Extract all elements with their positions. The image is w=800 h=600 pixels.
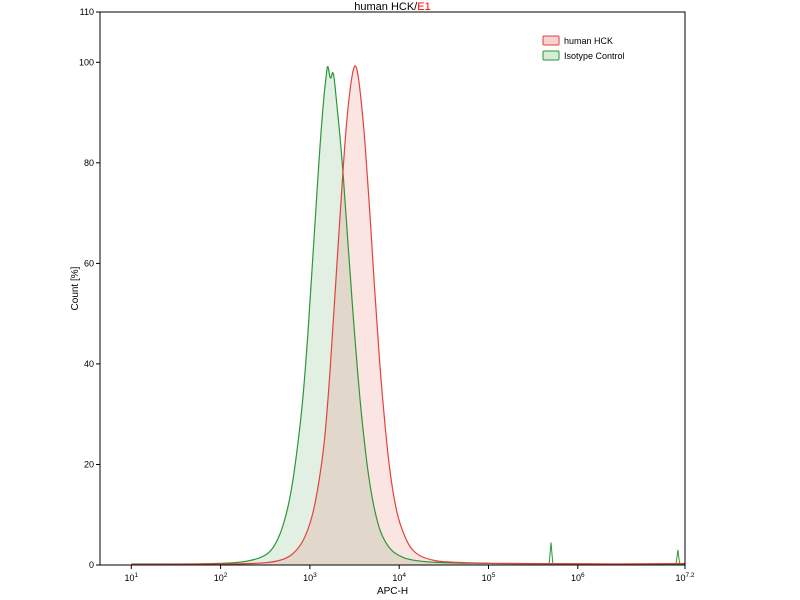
y-axis-label: Count [%] xyxy=(70,266,81,310)
isotype-control-spike-0 xyxy=(548,542,554,564)
human-hck-curve xyxy=(131,65,686,566)
chart-title-sample: E1 xyxy=(417,1,431,13)
isotype-control-spike-1 xyxy=(675,549,681,564)
x-tick-label: 107.2 xyxy=(675,572,694,583)
y-tick-label: 80 xyxy=(84,158,94,168)
chart-title-main: human HCK/ xyxy=(354,1,418,13)
human-hck-fill xyxy=(131,65,686,565)
x-tick-label: 105 xyxy=(482,572,496,583)
x-tick-label: 103 xyxy=(303,572,317,583)
y-tick-label: 20 xyxy=(84,460,94,470)
plot-border xyxy=(99,11,686,566)
y-tick-label: 40 xyxy=(84,359,94,369)
isotype-control-curve xyxy=(131,66,685,565)
x-tick-label: 101 xyxy=(124,572,138,583)
legend-label-human-hck: human HCK xyxy=(564,36,613,46)
y-tick-label: 60 xyxy=(84,258,94,268)
legend-swatch-isotype-control xyxy=(542,50,560,61)
y-tick-label: 0 xyxy=(89,560,94,570)
isotype-control-fill xyxy=(131,66,686,565)
chart-title: human HCK/E1 xyxy=(100,1,685,13)
x-tick-label: 102 xyxy=(214,572,228,583)
legend-swatch-human-hck xyxy=(542,35,560,46)
x-tick-label: 106 xyxy=(571,572,585,583)
legend-label-isotype-control: Isotype Control xyxy=(564,51,625,61)
x-tick-label: 104 xyxy=(392,572,406,583)
y-tick-label: 100 xyxy=(79,57,94,67)
x-axis-label: APC-H xyxy=(377,586,408,597)
y-tick-label: 110 xyxy=(80,7,94,17)
